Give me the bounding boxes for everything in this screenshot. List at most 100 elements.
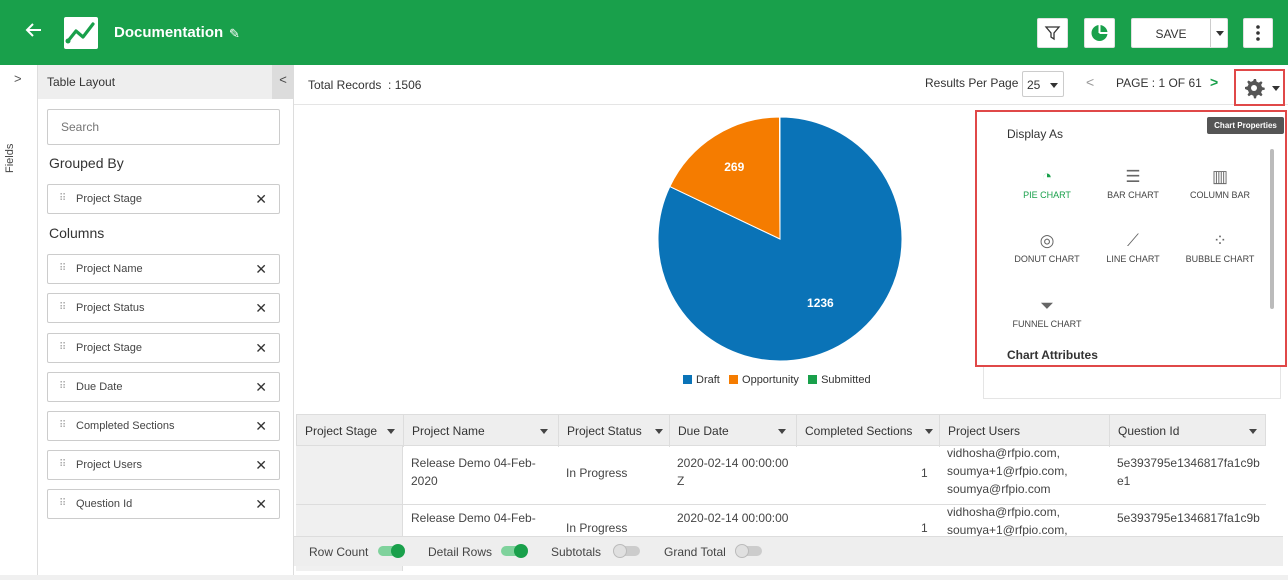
chevron-right-icon[interactable]: > — [14, 71, 22, 86]
cell-due-date: 2020-02-14 00:00:00 Z — [677, 454, 788, 490]
pie-chart-icon: ◔ — [1041, 167, 1053, 186]
subtotals-toggle[interactable] — [613, 544, 640, 558]
column-header-due-date[interactable]: Due Date — [670, 415, 797, 447]
pie-chart-icon — [1091, 25, 1108, 41]
chart-properties-button[interactable] — [1234, 69, 1285, 106]
cell-line: 5e393795e1346817fa1c9b — [1117, 456, 1260, 470]
chart-option-label: COLUMN BAR — [1189, 190, 1250, 200]
results-per-page-select[interactable]: 25 — [1022, 71, 1064, 97]
legend-item[interactable]: Draft — [683, 374, 720, 386]
back-arrow-icon[interactable] — [24, 20, 48, 44]
previous-page-icon[interactable]: < — [1086, 74, 1095, 90]
bubble-chart-icon: ⁘ — [1212, 231, 1228, 250]
drag-handle-icon[interactable]: ⠿ — [59, 342, 66, 353]
cell-project-status: In Progress — [566, 466, 628, 480]
save-button[interactable]: SAVE — [1131, 18, 1228, 48]
drag-handle-icon[interactable]: ⠿ — [59, 193, 66, 204]
page-indicator: PAGE : 1 OF 61 — [1116, 76, 1202, 90]
legend-item[interactable]: Submitted — [808, 374, 871, 386]
save-dropdown-button[interactable] — [1210, 19, 1228, 47]
donut-chart-icon: ◎ — [1039, 231, 1055, 250]
column-chip[interactable]: ⠿ Completed Sections ✕ — [47, 411, 280, 441]
line-chart-option[interactable]: ⟋ LINE CHART — [1093, 231, 1173, 264]
gear-icon — [1245, 79, 1265, 99]
pie-slice-opportunity[interactable] — [669, 116, 781, 240]
row-count-toggle[interactable] — [378, 544, 405, 558]
cell-line: 2020-02-14 00:00:00 — [677, 456, 789, 470]
chart-properties-tooltip: Chart Properties — [1207, 117, 1284, 134]
column-header-label: Due Date — [678, 424, 729, 438]
group-chip[interactable]: ⠿ Project Stage ✕ — [47, 184, 280, 214]
chevron-down-icon — [1272, 86, 1280, 91]
column-chip[interactable]: ⠿ Project Users ✕ — [47, 450, 280, 480]
column-chip[interactable]: ⠿ Question Id ✕ — [47, 489, 280, 519]
column-chip[interactable]: ⠿ Project Name ✕ — [47, 254, 280, 284]
pie-slice-submitted[interactable] — [778, 116, 781, 240]
bubble-chart-option[interactable]: ⁘ BUBBLE CHART — [1180, 231, 1260, 264]
remove-icon[interactable]: ✕ — [255, 418, 267, 434]
panel-title: Table Layout — [47, 75, 116, 89]
pie-chart: 1236 269 — [657, 116, 903, 362]
chart-toggle-button[interactable] — [1084, 18, 1115, 48]
pencil-icon[interactable]: ✎ — [229, 26, 240, 41]
chevron-down-icon[interactable] — [778, 429, 786, 434]
filter-button[interactable] — [1037, 18, 1068, 48]
column-chip[interactable]: ⠿ Project Status ✕ — [47, 293, 280, 323]
detail-rows-toggle[interactable] — [501, 544, 528, 558]
column-header-project-status[interactable]: Project Status — [559, 415, 670, 447]
legend-item[interactable]: Opportunity — [729, 374, 799, 386]
collapse-panel-button[interactable]: < — [272, 65, 294, 99]
columns-heading: Columns — [49, 225, 105, 241]
column-header-project-stage[interactable]: Project Stage — [297, 415, 404, 447]
more-options-button[interactable] — [1243, 18, 1273, 48]
cell-project-users: vidhosha@rfpio.com, soumya+1@rfpio.com, — [947, 505, 1068, 536]
remove-icon[interactable]: ✕ — [255, 379, 267, 395]
column-chip[interactable]: ⠿ Project Stage ✕ — [47, 333, 280, 363]
pie-chart-option[interactable]: ◔ PIE CHART — [1007, 167, 1087, 200]
remove-icon[interactable]: ✕ — [255, 261, 267, 277]
remove-icon[interactable]: ✕ — [255, 496, 267, 512]
popup-scrollbar[interactable] — [1270, 149, 1274, 309]
chevron-down-icon[interactable] — [655, 429, 663, 434]
drag-handle-icon[interactable]: ⠿ — [59, 263, 66, 274]
table-row[interactable]: Release Demo 04-Feb- 2020 In Progress 202… — [296, 446, 1266, 505]
column-chip-label: Project Stage — [76, 342, 143, 354]
column-header-completed-sections[interactable]: Completed Sections — [797, 415, 940, 447]
drag-handle-icon[interactable]: ⠿ — [59, 381, 66, 392]
toggle-knob — [514, 544, 528, 558]
drag-handle-icon[interactable]: ⠿ — [59, 459, 66, 470]
column-chip[interactable]: ⠿ Due Date ✕ — [47, 372, 280, 402]
total-records: Total Records : 1506 — [308, 78, 421, 92]
fields-search-input[interactable] — [47, 109, 280, 145]
table-row[interactable]: Release Demo 04-Feb- In Progress 2020-02… — [296, 505, 1266, 537]
grand-total-toggle[interactable] — [735, 544, 762, 558]
column-header-project-users[interactable]: Project Users — [940, 415, 1110, 447]
column-header-question-id[interactable]: Question Id — [1110, 415, 1267, 447]
chevron-down-icon[interactable] — [540, 429, 548, 434]
column-header-project-name[interactable]: Project Name — [404, 415, 559, 447]
cell-project-name: Release Demo 04-Feb- 2020 — [411, 454, 536, 490]
remove-icon[interactable]: ✕ — [255, 300, 267, 316]
line-chart-icon: ⟋ — [1127, 231, 1139, 250]
column-chip-label: Completed Sections — [76, 420, 175, 432]
chevron-down-icon[interactable] — [387, 429, 395, 434]
chevron-down-icon[interactable] — [1249, 429, 1257, 434]
chevron-down-icon[interactable] — [925, 429, 933, 434]
remove-icon[interactable]: ✕ — [255, 340, 267, 356]
results-per-page-label: Results Per Page — [925, 76, 1019, 90]
toggle-label: Grand Total — [664, 545, 726, 559]
bar-chart-option[interactable]: ☰ BAR CHART — [1093, 167, 1173, 200]
drag-handle-icon[interactable]: ⠿ — [59, 498, 66, 509]
remove-icon[interactable]: ✕ — [255, 191, 267, 207]
column-bar-option[interactable]: ▥ COLUMN BAR — [1180, 167, 1260, 200]
grouped-by-heading: Grouped By — [49, 155, 124, 171]
cell-line: 2020 — [411, 474, 438, 488]
drag-handle-icon[interactable]: ⠿ — [59, 302, 66, 313]
next-page-icon[interactable]: > — [1210, 74, 1219, 90]
donut-chart-option[interactable]: ◎ DONUT CHART — [1007, 231, 1087, 264]
drag-handle-icon[interactable]: ⠿ — [59, 420, 66, 431]
fields-rail[interactable]: > Fields — [0, 65, 38, 575]
cell-line: Z — [677, 474, 685, 488]
remove-icon[interactable]: ✕ — [255, 457, 267, 473]
funnel-chart-option[interactable]: ⏷ FUNNEL CHART — [1007, 296, 1087, 329]
